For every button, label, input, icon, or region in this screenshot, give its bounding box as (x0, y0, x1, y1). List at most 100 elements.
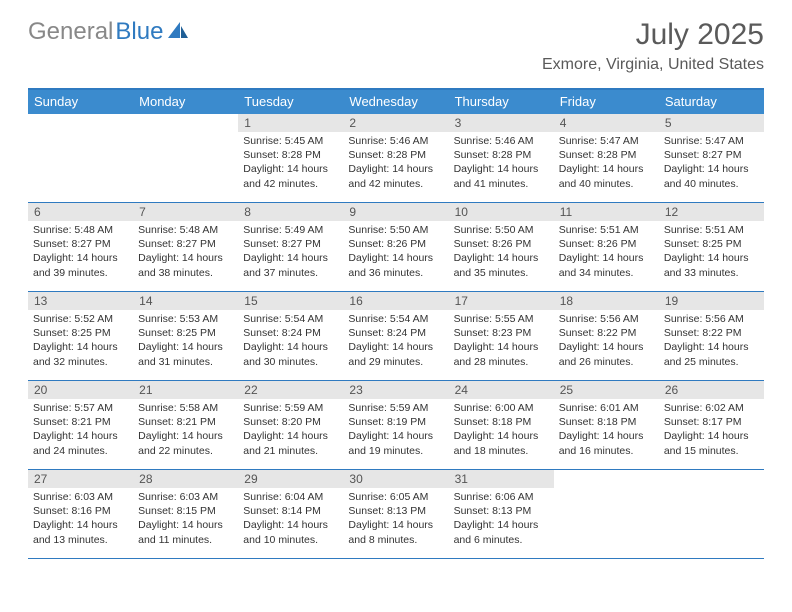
sunrise-line: Sunrise: 5:48 AM (138, 223, 233, 237)
day-cell: 23Sunrise: 5:59 AMSunset: 8:19 PMDayligh… (343, 381, 448, 469)
day-header: Saturday (659, 90, 764, 114)
day-cell: 17Sunrise: 5:55 AMSunset: 8:23 PMDayligh… (449, 292, 554, 380)
daylight-line: Daylight: 14 hours and 40 minutes. (559, 162, 654, 190)
sunrise-line: Sunrise: 5:57 AM (33, 401, 128, 415)
day-cell: 6Sunrise: 5:48 AMSunset: 8:27 PMDaylight… (28, 203, 133, 291)
sunset-line: Sunset: 8:28 PM (454, 148, 549, 162)
day-header: Friday (554, 90, 659, 114)
sunset-line: Sunset: 8:24 PM (348, 326, 443, 340)
day-data: Sunrise: 5:55 AMSunset: 8:23 PMDaylight:… (449, 310, 554, 373)
header: General Blue July 2025 Exmore, Virginia,… (0, 0, 792, 78)
sunset-line: Sunset: 8:20 PM (243, 415, 338, 429)
day-cell: 8Sunrise: 5:49 AMSunset: 8:27 PMDaylight… (238, 203, 343, 291)
day-data: Sunrise: 5:47 AMSunset: 8:28 PMDaylight:… (554, 132, 659, 195)
sunset-line: Sunset: 8:24 PM (243, 326, 338, 340)
daylight-line: Daylight: 14 hours and 38 minutes. (138, 251, 233, 279)
sunset-line: Sunset: 8:28 PM (348, 148, 443, 162)
sunset-line: Sunset: 8:27 PM (243, 237, 338, 251)
day-data: Sunrise: 6:02 AMSunset: 8:17 PMDaylight:… (659, 399, 764, 462)
logo-text-blue: Blue (115, 18, 163, 46)
day-data: Sunrise: 5:54 AMSunset: 8:24 PMDaylight:… (343, 310, 448, 373)
location-text: Exmore, Virginia, United States (542, 56, 764, 74)
day-header: Thursday (449, 90, 554, 114)
day-number: 2 (343, 114, 448, 132)
day-cell: 4Sunrise: 5:47 AMSunset: 8:28 PMDaylight… (554, 114, 659, 202)
week-row: 27Sunrise: 6:03 AMSunset: 8:16 PMDayligh… (28, 470, 764, 559)
day-number: 7 (133, 203, 238, 221)
day-cell: 16Sunrise: 5:54 AMSunset: 8:24 PMDayligh… (343, 292, 448, 380)
daylight-line: Daylight: 14 hours and 25 minutes. (664, 340, 759, 368)
daylight-line: Daylight: 14 hours and 16 minutes. (559, 429, 654, 457)
daylight-line: Daylight: 14 hours and 35 minutes. (454, 251, 549, 279)
sunset-line: Sunset: 8:13 PM (348, 504, 443, 518)
daylight-line: Daylight: 14 hours and 40 minutes. (664, 162, 759, 190)
day-data: Sunrise: 5:53 AMSunset: 8:25 PMDaylight:… (133, 310, 238, 373)
day-data: Sunrise: 6:06 AMSunset: 8:13 PMDaylight:… (449, 488, 554, 551)
sunrise-line: Sunrise: 6:03 AM (138, 490, 233, 504)
day-number: 1 (238, 114, 343, 132)
sunrise-line: Sunrise: 5:50 AM (454, 223, 549, 237)
daylight-line: Daylight: 14 hours and 11 minutes. (138, 518, 233, 546)
sunset-line: Sunset: 8:17 PM (664, 415, 759, 429)
sunrise-line: Sunrise: 6:00 AM (454, 401, 549, 415)
sunrise-line: Sunrise: 5:56 AM (559, 312, 654, 326)
day-number: 9 (343, 203, 448, 221)
daylight-line: Daylight: 14 hours and 19 minutes. (348, 429, 443, 457)
day-number: 27 (28, 470, 133, 488)
day-cell (554, 470, 659, 558)
day-number: 29 (238, 470, 343, 488)
sunrise-line: Sunrise: 5:46 AM (348, 134, 443, 148)
sunrise-line: Sunrise: 5:50 AM (348, 223, 443, 237)
day-cell: 14Sunrise: 5:53 AMSunset: 8:25 PMDayligh… (133, 292, 238, 380)
sunrise-line: Sunrise: 6:04 AM (243, 490, 338, 504)
day-data: Sunrise: 6:03 AMSunset: 8:15 PMDaylight:… (133, 488, 238, 551)
sunrise-line: Sunrise: 5:55 AM (454, 312, 549, 326)
day-number: 22 (238, 381, 343, 399)
day-data: Sunrise: 5:46 AMSunset: 8:28 PMDaylight:… (449, 132, 554, 195)
sunrise-line: Sunrise: 5:47 AM (559, 134, 654, 148)
sunset-line: Sunset: 8:19 PM (348, 415, 443, 429)
day-data: Sunrise: 5:51 AMSunset: 8:26 PMDaylight:… (554, 221, 659, 284)
sunset-line: Sunset: 8:18 PM (559, 415, 654, 429)
day-number: 31 (449, 470, 554, 488)
daylight-line: Daylight: 14 hours and 15 minutes. (664, 429, 759, 457)
sunset-line: Sunset: 8:23 PM (454, 326, 549, 340)
daylight-line: Daylight: 14 hours and 39 minutes. (33, 251, 128, 279)
day-number: 21 (133, 381, 238, 399)
weeks-container: 1Sunrise: 5:45 AMSunset: 8:28 PMDaylight… (28, 114, 764, 559)
sunrise-line: Sunrise: 5:54 AM (243, 312, 338, 326)
sunrise-line: Sunrise: 5:58 AM (138, 401, 233, 415)
sunrise-line: Sunrise: 5:54 AM (348, 312, 443, 326)
day-data: Sunrise: 5:49 AMSunset: 8:27 PMDaylight:… (238, 221, 343, 284)
day-cell: 26Sunrise: 6:02 AMSunset: 8:17 PMDayligh… (659, 381, 764, 469)
day-cell: 24Sunrise: 6:00 AMSunset: 8:18 PMDayligh… (449, 381, 554, 469)
day-cell: 3Sunrise: 5:46 AMSunset: 8:28 PMDaylight… (449, 114, 554, 202)
day-number: 25 (554, 381, 659, 399)
day-data: Sunrise: 5:48 AMSunset: 8:27 PMDaylight:… (28, 221, 133, 284)
day-header-row: SundayMondayTuesdayWednesdayThursdayFrid… (28, 90, 764, 114)
day-data: Sunrise: 5:58 AMSunset: 8:21 PMDaylight:… (133, 399, 238, 462)
day-header: Wednesday (343, 90, 448, 114)
day-data: Sunrise: 5:59 AMSunset: 8:19 PMDaylight:… (343, 399, 448, 462)
day-cell: 13Sunrise: 5:52 AMSunset: 8:25 PMDayligh… (28, 292, 133, 380)
sunset-line: Sunset: 8:18 PM (454, 415, 549, 429)
sunset-line: Sunset: 8:25 PM (33, 326, 128, 340)
day-data: Sunrise: 5:45 AMSunset: 8:28 PMDaylight:… (238, 132, 343, 195)
day-number: 14 (133, 292, 238, 310)
day-data: Sunrise: 5:54 AMSunset: 8:24 PMDaylight:… (238, 310, 343, 373)
sunrise-line: Sunrise: 6:05 AM (348, 490, 443, 504)
sunset-line: Sunset: 8:27 PM (664, 148, 759, 162)
day-cell: 9 Sunrise: 5:50 AMSunset: 8:26 PMDaylight… (343, 203, 448, 291)
week-row: 6Sunrise: 5:48 AMSunset: 8:27 PMDaylight… (28, 203, 764, 292)
daylight-line: Daylight: 14 hours and 31 minutes. (138, 340, 233, 368)
day-number: 28 (133, 470, 238, 488)
daylight-line: Daylight: 14 hours and 36 minutes. (348, 251, 443, 279)
day-data: Sunrise: 5:48 AMSunset: 8:27 PMDaylight:… (133, 221, 238, 284)
day-cell: 10Sunrise: 5:50 AMSunset: 8:26 PMDayligh… (449, 203, 554, 291)
daylight-line: Daylight: 14 hours and 34 minutes. (559, 251, 654, 279)
sunset-line: Sunset: 8:26 PM (348, 237, 443, 251)
sunset-line: Sunset: 8:26 PM (454, 237, 549, 251)
day-number: 30 (343, 470, 448, 488)
sunset-line: Sunset: 8:28 PM (559, 148, 654, 162)
day-data: Sunrise: 5:47 AMSunset: 8:27 PMDaylight:… (659, 132, 764, 195)
